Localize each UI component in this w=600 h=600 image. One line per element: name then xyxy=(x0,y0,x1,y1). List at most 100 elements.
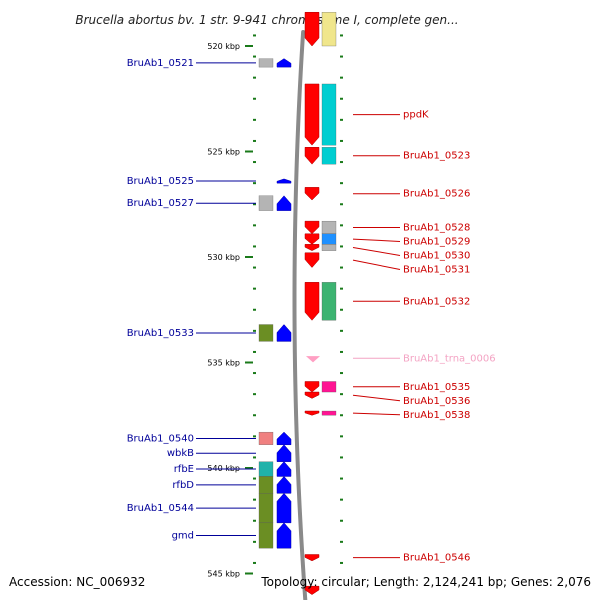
minor-tick-right xyxy=(340,139,343,142)
minor-tick-left xyxy=(253,350,256,353)
cog-color-box xyxy=(258,522,274,549)
plus-gene-leader xyxy=(352,412,401,416)
minor-tick-left xyxy=(253,540,256,543)
minor-tick-right xyxy=(340,97,343,100)
cog-color-box xyxy=(321,83,337,146)
cog-color-box xyxy=(258,461,274,477)
cog-color-box xyxy=(321,381,337,393)
minor-tick-right xyxy=(340,55,343,58)
cog-color-box xyxy=(321,147,337,165)
minor-tick-right xyxy=(340,540,343,543)
minus-gene-arrow xyxy=(276,492,292,524)
axis-tick-label: 540 kbp xyxy=(207,464,240,473)
trna-gene-arrow xyxy=(306,356,320,363)
minor-tick-left xyxy=(253,372,256,375)
minor-tick-left xyxy=(253,224,256,227)
minor-tick-left xyxy=(253,498,256,501)
accession-text: Accession: NC_006932 xyxy=(9,575,145,589)
plus-gene-arrow xyxy=(304,83,320,146)
minus-gene-label: BruAb1_0525 xyxy=(127,176,194,187)
axis-tick-label: 520 kbp xyxy=(207,42,240,51)
plus-gene-leader xyxy=(352,238,401,242)
minor-tick-left xyxy=(253,161,256,164)
minor-tick-left xyxy=(253,34,256,37)
minor-tick-right xyxy=(340,118,343,121)
minor-tick-left xyxy=(253,245,256,248)
minor-tick-right xyxy=(340,245,343,248)
plus-gene-arrow xyxy=(304,554,320,562)
axis-tick-mark xyxy=(245,467,253,469)
minus-gene-label: BruAb1_0533 xyxy=(127,328,194,339)
plus-gene-label: BruAb1_0531 xyxy=(403,264,470,275)
minor-tick-left xyxy=(253,287,256,290)
minor-tick-right xyxy=(340,203,343,206)
minor-tick-left xyxy=(253,456,256,459)
axis-tick-label: 525 kbp xyxy=(207,148,240,157)
cog-color-box xyxy=(258,195,274,211)
minus-gene-arrow xyxy=(276,324,292,342)
minus-gene-label: rfbD xyxy=(172,480,194,491)
minor-tick-left xyxy=(253,76,256,79)
minus-gene-arrow xyxy=(276,178,292,184)
minor-tick-right xyxy=(340,308,343,311)
minor-tick-right xyxy=(340,266,343,269)
minus-gene-arrow xyxy=(276,58,292,68)
plus-gene-arrow xyxy=(304,252,320,268)
tick-dots xyxy=(253,34,343,564)
plus-gene-label: BruAb1_0535 xyxy=(403,382,470,393)
minus-gene-label: BruAb1_0544 xyxy=(127,503,194,514)
minor-tick-left xyxy=(253,308,256,311)
minor-tick-right xyxy=(340,329,343,332)
plus-gene-leader xyxy=(352,259,401,270)
minor-tick-left xyxy=(253,519,256,522)
plus-gene-label: ppdK xyxy=(403,110,429,121)
minor-tick-left xyxy=(253,561,256,564)
axis-tick-mark xyxy=(245,572,253,575)
cog-color-box xyxy=(258,493,274,524)
minus-gene-arrow xyxy=(276,195,292,211)
axis-tick-mark xyxy=(245,361,253,364)
minor-tick-right xyxy=(340,456,343,459)
minus-gene-arrow xyxy=(276,461,292,477)
minus-gene-arrow xyxy=(276,431,292,446)
minor-tick-left xyxy=(253,55,256,58)
plus-gene-label: BruAb1_0538 xyxy=(403,410,470,421)
axis-tick-label: 545 kbp xyxy=(207,570,240,579)
minor-tick-left xyxy=(253,139,256,142)
minor-tick-left xyxy=(253,182,256,185)
cog-color-box xyxy=(321,220,337,234)
cog-color-box xyxy=(321,12,337,47)
minor-tick-right xyxy=(340,435,343,438)
plus-gene-arrow xyxy=(304,391,320,399)
minor-tick-left xyxy=(253,97,256,100)
plus-gene-label: BruAb1_0529 xyxy=(403,236,470,247)
trna-label: BruAb1_trna_0006 xyxy=(403,353,496,364)
cog-color-box xyxy=(258,476,274,494)
axis-tick-label: 535 kbp xyxy=(207,359,240,368)
minor-tick-right xyxy=(340,498,343,501)
minor-tick-left xyxy=(253,329,256,332)
cog-color-box xyxy=(258,324,274,342)
minor-tick-right xyxy=(340,287,343,290)
plus-gene-label: BruAb1_0523 xyxy=(403,151,470,162)
axis-tick-mark xyxy=(245,256,253,258)
map-title: Brucella abortus bv. 1 str. 9-941 chromo… xyxy=(75,13,458,27)
minor-tick-left xyxy=(253,266,256,269)
axis-tick-mark xyxy=(245,150,253,153)
minus-gene-label: BruAb1_0540 xyxy=(127,433,194,444)
plus-gene-arrow xyxy=(304,220,320,235)
plus-gene-arrow xyxy=(304,282,320,321)
minus-gene-label: gmd xyxy=(172,531,194,542)
minus-gene-arrow xyxy=(276,444,292,462)
plus-gene-arrow xyxy=(304,585,320,595)
plus-gene-arrow xyxy=(304,381,320,393)
minor-tick-right xyxy=(340,161,343,164)
minor-tick-left xyxy=(253,414,256,417)
backbone-layer xyxy=(292,30,308,600)
topology-text: Topology: circular; Length: 2,124,241 bp… xyxy=(260,575,591,589)
plus-gene-label: BruAb1_0536 xyxy=(403,396,470,407)
plus-gene-arrow xyxy=(304,244,320,251)
plus-gene-leader xyxy=(352,247,401,256)
cog-color-box xyxy=(258,58,274,68)
minor-tick-right xyxy=(340,224,343,227)
